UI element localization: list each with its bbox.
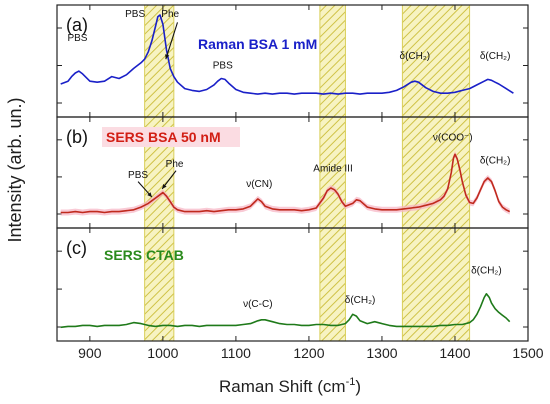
- peak-annotation: δ(CH₂): [480, 155, 511, 166]
- peak-annotation: ν(COO⁻): [433, 133, 473, 144]
- panel-a: (a) Raman BSA 1 mM PBS PBS Phe PBS δ(CH₂) δ(CH₂…: [56, 4, 529, 118]
- x-tick-label: 1000: [147, 345, 178, 361]
- x-tick-label: 1500: [512, 345, 543, 361]
- x-tick-label: 1300: [366, 345, 397, 361]
- panel-title: SERS BSA 50 nM: [106, 129, 221, 145]
- series-line: [60, 293, 511, 329]
- peak-annotation: δ(CH₂): [400, 51, 431, 62]
- peak-annotation: δ(CH₂): [480, 51, 511, 62]
- panel-title: SERS CTAB: [104, 247, 184, 263]
- x-tick-label: 1400: [439, 345, 470, 361]
- annotation-arrow: [165, 22, 179, 60]
- x-tick-label: 1100: [221, 345, 251, 361]
- x-tick-label: 900: [78, 345, 102, 361]
- x-axis-label: Raman Shift (cm-1): [219, 376, 361, 396]
- annotation-arrowhead: [162, 183, 167, 189]
- x-axis-label-superscript: -1: [346, 376, 356, 388]
- peak-annotation: δ(CH₂): [471, 265, 502, 276]
- peak-annotation: PBS: [213, 60, 233, 71]
- panel-title-background: [102, 127, 240, 147]
- annotation-arrowhead: [165, 54, 170, 60]
- peak-annotation: PBS: [125, 9, 145, 20]
- peak-annotation: Amide III: [313, 164, 352, 175]
- hatched-band: [319, 4, 346, 342]
- series-line: [60, 14, 514, 95]
- peak-annotation: ν(CN): [246, 179, 272, 190]
- panel-letter: (c): [66, 238, 87, 258]
- peak-annotation: Phe: [161, 9, 179, 20]
- peak-annotation: PBS: [67, 33, 87, 44]
- peak-annotation: PBS: [128, 170, 148, 181]
- panel-title: Raman BSA 1 mM: [198, 36, 317, 52]
- peak-annotation: Phe: [166, 159, 184, 170]
- panel-frame: [56, 227, 529, 342]
- x-axis: Raman Shift (cm-1) 900 1000 1100 1200 1300 14…: [78, 345, 544, 396]
- panel-letter: (b): [66, 127, 88, 147]
- panel-c: (c) SERS CTAB ν(C-C) δ(CH₂) δ(CH₂): [56, 227, 529, 342]
- hatched-band: [144, 4, 175, 342]
- x-axis-label-end: ): [355, 377, 361, 396]
- y-axis-label: Intensity (arb. un.): [5, 97, 25, 242]
- panel-letter: (a): [66, 15, 88, 35]
- x-tick-label: 1200: [293, 345, 324, 361]
- panel-b: (b) SERS BSA 50 nM PBS Phe ν(CN) Amide III ν(C…: [56, 116, 529, 229]
- peak-annotation: δ(CH₂): [345, 295, 376, 306]
- peak-annotation: ν(C-C): [243, 299, 272, 310]
- annotation-arrowhead: [147, 192, 152, 198]
- series-line: [60, 153, 511, 214]
- spectrum-panels: (a) Raman BSA 1 mM PBS PBS Phe PBS δ(CH₂) δ(CH₂…: [56, 4, 529, 342]
